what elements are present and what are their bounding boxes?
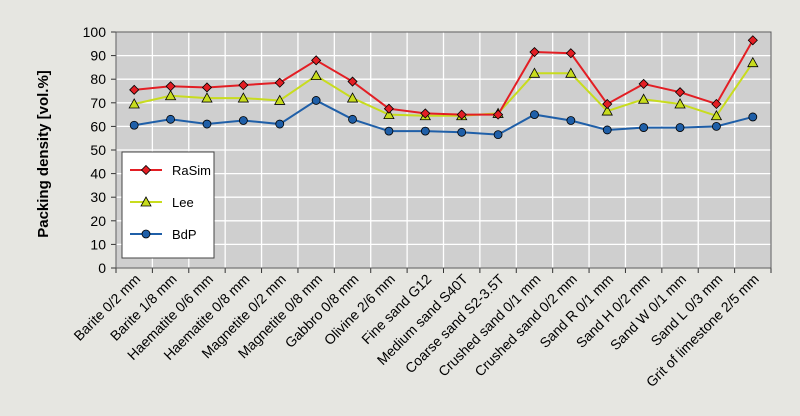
data-point	[565, 67, 577, 78]
data-point	[238, 116, 248, 125]
data-point	[638, 78, 649, 89]
y-tick-label: 80	[90, 71, 106, 87]
y-tick-label: 50	[90, 142, 106, 158]
data-point	[456, 109, 467, 120]
data-point	[129, 120, 139, 130]
data-point	[274, 94, 286, 105]
data-point	[201, 92, 213, 103]
legend-marker	[140, 164, 152, 176]
data-point	[566, 116, 576, 125]
y-axis-label: Packing density [vol.%]	[35, 70, 52, 238]
data-point	[711, 98, 722, 110]
series-line	[134, 99, 754, 136]
data-point	[420, 126, 430, 136]
data-point	[674, 87, 686, 98]
data-point	[529, 46, 540, 58]
legend-marker	[140, 196, 152, 207]
data-point	[602, 98, 613, 110]
data-point	[346, 92, 359, 103]
y-tick-label: 10	[90, 236, 106, 252]
series-layer	[128, 35, 759, 140]
data-point	[310, 69, 322, 81]
data-point	[274, 77, 285, 88]
data-point	[748, 112, 758, 122]
legend-item-rasim: RaSim	[130, 163, 211, 178]
data-point	[311, 96, 321, 105]
y-tick-label: 90	[90, 48, 106, 64]
data-point	[457, 127, 467, 137]
data-point	[637, 93, 650, 104]
series-bdp	[129, 96, 758, 140]
data-point	[639, 123, 649, 132]
series-line	[134, 39, 754, 116]
y-tick-label: 30	[90, 189, 106, 205]
y-tick-label: 20	[90, 213, 106, 229]
y-tick-label: 0	[98, 260, 106, 276]
data-point	[383, 108, 395, 119]
data-point	[165, 81, 176, 92]
data-point	[384, 126, 394, 136]
grid	[115, 31, 772, 269]
data-point	[747, 35, 758, 46]
data-point	[311, 55, 322, 66]
data-point	[530, 110, 539, 119]
data-point	[348, 114, 357, 124]
data-point	[674, 98, 686, 109]
data-point	[128, 98, 140, 109]
legend-item-lee: Lee	[130, 195, 194, 210]
legend-item-bdp: BdP	[130, 227, 197, 242]
data-point	[565, 48, 576, 59]
data-point	[237, 92, 250, 103]
data-point	[201, 82, 213, 93]
y-tick-label: 40	[90, 166, 106, 182]
plot-border	[115, 31, 772, 269]
data-point	[275, 119, 285, 129]
legend: RaSim Lee BdP	[121, 151, 215, 259]
series-rasim	[129, 35, 758, 120]
series-line	[133, 62, 754, 117]
y-tick-label: 100	[83, 24, 107, 40]
data-point	[129, 84, 140, 95]
y-tick-label: 70	[90, 95, 106, 111]
data-point	[383, 103, 394, 114]
data-point	[166, 114, 175, 124]
legend-label: Lee	[172, 195, 194, 210]
data-point	[202, 119, 212, 129]
data-point	[675, 123, 685, 132]
legend-marker	[141, 229, 151, 239]
data-point	[528, 67, 541, 78]
data-point	[164, 89, 177, 101]
legend-label: BdP	[172, 227, 197, 242]
legend-label: RaSim	[172, 163, 211, 178]
y-tick-label: 60	[90, 118, 106, 134]
data-point	[347, 76, 358, 87]
data-point	[712, 122, 721, 131]
data-point	[601, 105, 613, 116]
data-point	[710, 109, 723, 121]
data-point	[747, 56, 759, 68]
data-point	[493, 130, 503, 140]
data-point	[602, 125, 612, 135]
data-point	[238, 80, 249, 91]
data-point	[493, 109, 504, 120]
data-point	[420, 108, 431, 119]
